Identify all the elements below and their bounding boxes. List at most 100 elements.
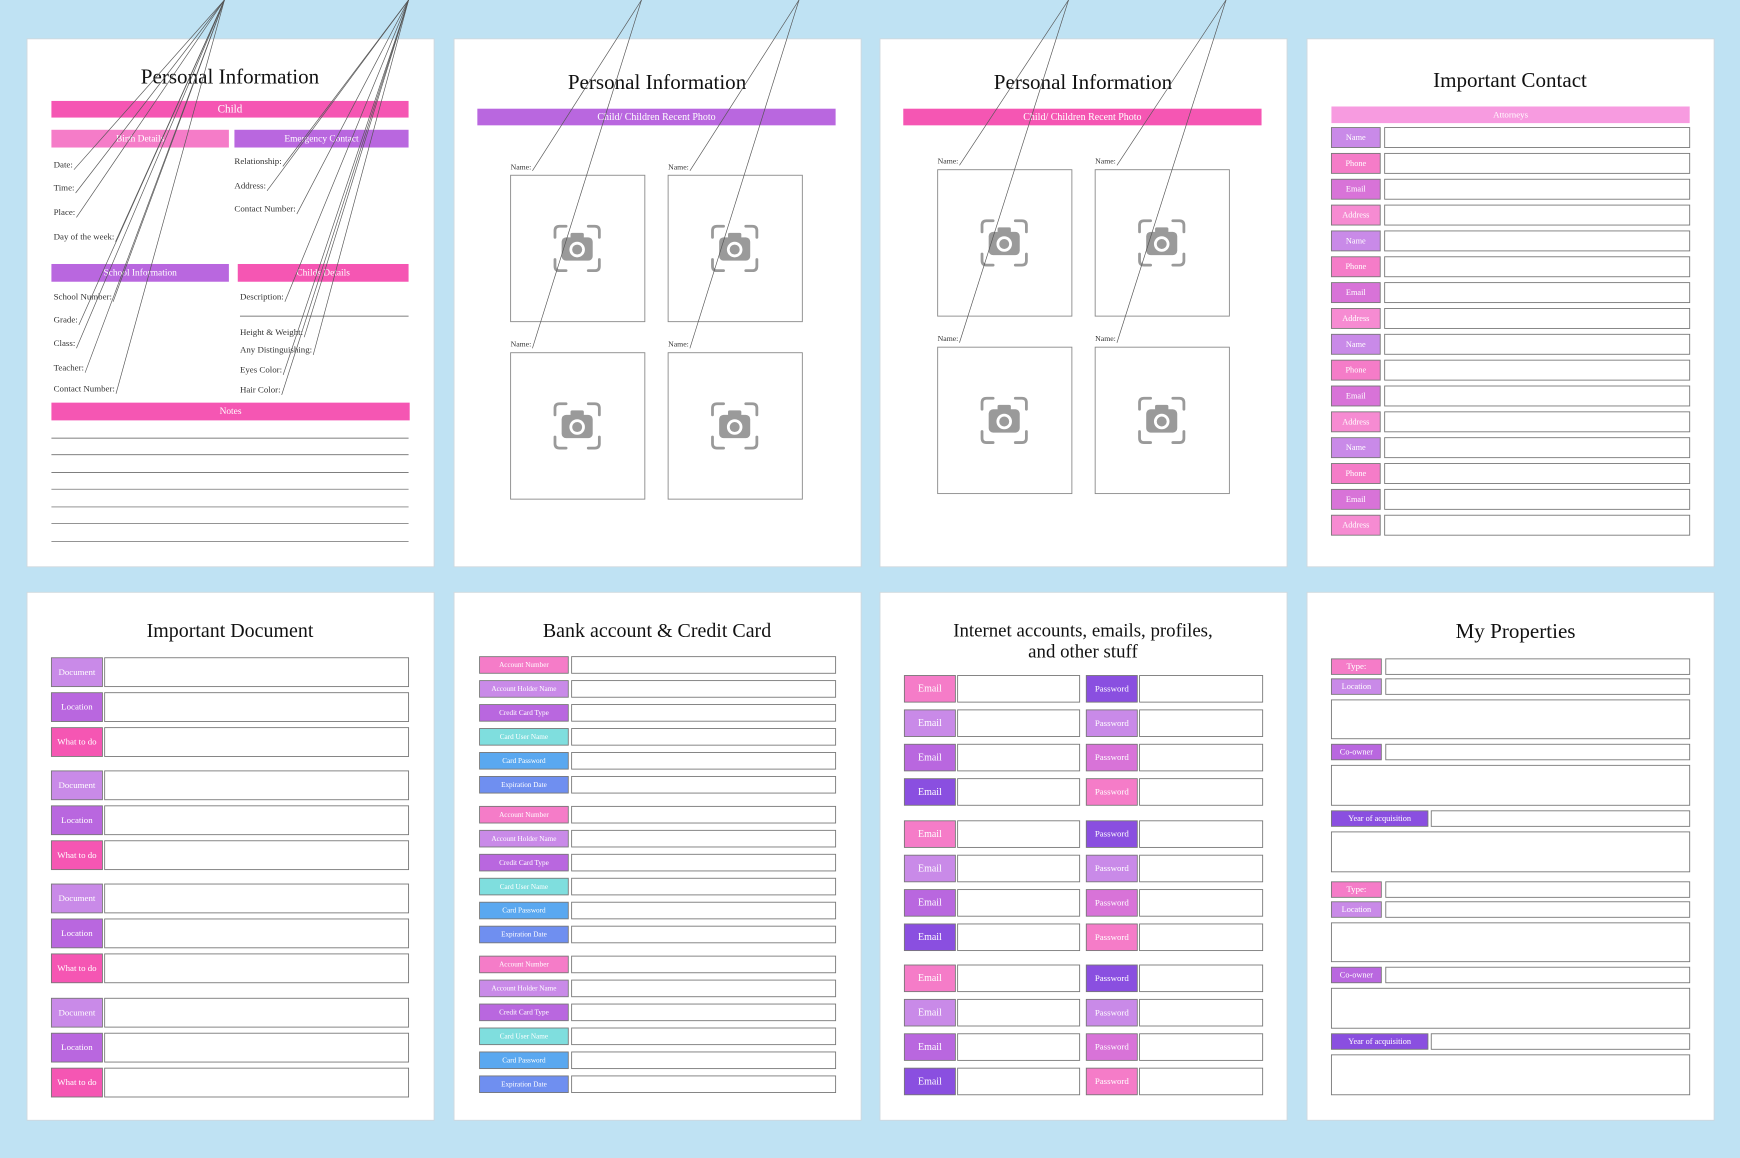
input-field — [571, 1003, 837, 1022]
input-field — [571, 877, 837, 896]
field-tag-label: Name — [1346, 340, 1366, 349]
field-tag-label: Location — [61, 1042, 93, 1052]
field-tag — [903, 1033, 956, 1061]
notes-heading-bar — [51, 402, 410, 421]
field-tag-label: Phone — [1345, 366, 1366, 375]
input-field — [104, 805, 410, 836]
banner: Child/ Children Recent Photo — [597, 112, 715, 123]
field-tag — [903, 675, 956, 703]
input-field — [1139, 743, 1264, 772]
field-label: Grade: — [54, 315, 78, 325]
section-heading-bar — [234, 129, 409, 148]
camera-lens-inner — [572, 422, 583, 433]
page-title: My Properties — [1456, 619, 1576, 643]
input-field — [1139, 709, 1264, 737]
input-field — [1385, 881, 1691, 898]
photo-name-label: Name: — [1095, 157, 1116, 166]
field-tag-label: Card Password — [502, 1056, 546, 1064]
field-tag-label: Password — [1095, 787, 1130, 797]
field-tag-label: What to do — [57, 850, 97, 860]
input-field — [1430, 810, 1691, 827]
page-title: Important Document — [147, 620, 314, 642]
input-field — [957, 778, 1081, 806]
field-tag — [1330, 1033, 1429, 1050]
input-field — [1385, 658, 1691, 675]
field-tag-label: Address — [1342, 417, 1369, 426]
field-tag — [479, 656, 569, 674]
input-field — [104, 657, 410, 688]
field-tag-label: Expiration Date — [501, 931, 547, 939]
input-field — [1384, 152, 1691, 174]
field-tag — [50, 918, 103, 949]
input-field — [1430, 1033, 1691, 1050]
field-tag-label: Location — [61, 702, 93, 712]
field-tag — [479, 1027, 569, 1046]
input-field — [571, 829, 837, 848]
write-line — [73, 0, 225, 170]
write-line — [84, 0, 225, 373]
field-tag-label: Location — [61, 815, 93, 825]
camera-lens-inner — [1156, 416, 1167, 427]
write-line — [78, 0, 225, 326]
field-label: Hair Color: — [240, 384, 281, 394]
field-tag-label: Card Password — [502, 907, 546, 915]
photo-name-label: Name: — [668, 340, 689, 349]
field-tag — [903, 889, 956, 917]
field-tag-label: What to do — [57, 737, 97, 747]
field-tag — [903, 1067, 956, 1096]
field-tag — [1330, 204, 1381, 226]
input-field — [1385, 743, 1691, 761]
write-line — [312, 0, 409, 356]
field-tag-label: Email — [1346, 185, 1367, 194]
write-line — [959, 0, 1069, 343]
input-field — [104, 770, 410, 801]
field-tag-label: Email — [918, 932, 942, 943]
camera-top — [1155, 404, 1169, 411]
field-tag-label: Document — [58, 893, 95, 903]
photo-name-label: Name: — [511, 340, 532, 349]
input-field — [1385, 966, 1691, 984]
field-tag — [1330, 359, 1381, 381]
input-area — [1330, 764, 1691, 806]
write-line — [284, 0, 409, 302]
input-field — [1139, 1067, 1264, 1096]
field-label: Height & Weight: — [240, 327, 303, 337]
field-tag — [50, 840, 103, 871]
field-tag — [1085, 998, 1138, 1027]
write-line — [1116, 0, 1227, 166]
field-tag-label: Email — [918, 1042, 942, 1053]
write-line — [282, 0, 409, 376]
field-tag-label: Address — [1342, 314, 1369, 323]
input-field — [571, 752, 837, 770]
page-title: Personal Information — [568, 70, 747, 94]
field-tag-label: Password — [1095, 718, 1130, 728]
field-tag-label: Year of acquisition — [1348, 1037, 1412, 1046]
input-field — [1384, 488, 1691, 510]
section-heading: School Information — [103, 268, 177, 279]
field-tag — [1330, 743, 1382, 761]
field-tag-label: Expiration Date — [501, 1080, 547, 1088]
input-field — [1139, 820, 1264, 848]
field-tag-label: Card User Name — [500, 883, 548, 891]
child-heading: Child — [218, 103, 243, 115]
field-tag — [1085, 1033, 1138, 1061]
page-title: and other stuff — [1028, 642, 1138, 663]
input-field — [1384, 385, 1691, 407]
section-heading-bar — [51, 263, 229, 282]
field-tag-label: Password — [1095, 829, 1130, 839]
camera-frame — [553, 224, 601, 273]
input-field — [957, 709, 1081, 737]
input-field — [104, 883, 410, 914]
input-field — [571, 656, 837, 674]
input-field — [1384, 333, 1691, 355]
field-tag-label: Email — [918, 718, 942, 729]
input-field — [571, 955, 837, 974]
field-tag-label: Email — [1346, 288, 1367, 297]
field-tag-label: Co-owner — [1340, 747, 1373, 756]
field-tag-label: Password — [1095, 1042, 1130, 1052]
input-field — [1385, 901, 1691, 918]
camera-frame — [980, 396, 1028, 444]
field-tag — [50, 997, 103, 1028]
input-field — [571, 1027, 837, 1046]
field-tag — [1085, 778, 1138, 806]
